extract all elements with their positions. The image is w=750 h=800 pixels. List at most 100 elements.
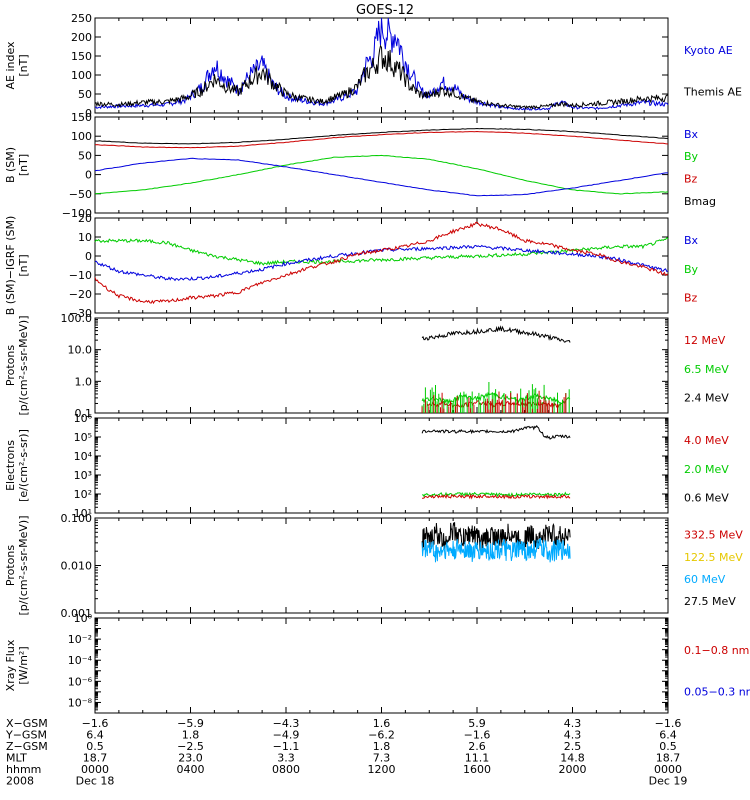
- series-bz: [94, 130, 669, 149]
- legend-4-0-mev: 4.0 MeV: [684, 434, 729, 447]
- y-tick-label: 10.0: [68, 344, 93, 357]
- panel-b-igrf: −30 −20 −10 0 10 20 B (SM)−IGRF (SM) [nT] Bx By Bz: [4, 212, 699, 320]
- series-themis-ae: [94, 44, 669, 110]
- axis-row-value: −5.9: [177, 717, 204, 730]
- panel-b-sm: −100 −50 0 50 100 150 B (SM) [nT] Bx By Bz Bmag: [4, 111, 716, 220]
- legend-2-4-mev: 2.4 MeV: [684, 392, 729, 405]
- y-tick-label: 10¹: [74, 507, 92, 520]
- y-tick-label: 50: [78, 149, 92, 162]
- axis-row-value: 1.6: [373, 717, 391, 730]
- y-axis-label: [nT]: [17, 154, 30, 176]
- axis-row-value: −1.1: [273, 740, 300, 753]
- axis-row-value: −1.6: [464, 729, 491, 742]
- series-spikes-12-mev: [421, 390, 567, 413]
- axis-row-value: 5.9: [468, 717, 486, 730]
- axis-row-value: 0000: [81, 763, 109, 776]
- panel-xray: 10⁻⁸ 10⁻⁶ 10⁻⁴ 10⁻² 10⁰ Xray Flux [W/m²] 0.1−0.…: [4, 612, 750, 714]
- axis-row-value: 0400: [177, 763, 205, 776]
- axis-row-value: −6.2: [368, 729, 395, 742]
- axis-row-label: MLT: [6, 752, 27, 765]
- y-tick-label: 200: [71, 31, 92, 44]
- axis-row-label: Y−GSM: [5, 729, 47, 742]
- legend-kyoto-ae: Kyoto AE: [684, 44, 733, 57]
- axis-row-value: 18.7: [656, 752, 681, 765]
- y-tick-label: 10⁻⁸: [68, 696, 93, 709]
- axis-row-value: −1.6: [82, 717, 109, 730]
- series-0-6-mev: [421, 425, 571, 440]
- y-axis-label: B (SM)−IGRF (SM): [4, 216, 17, 316]
- legend-0-1-0-8-nm: 0.1−0.8 nm: [684, 644, 749, 657]
- y-axis-label: Electrons: [4, 440, 17, 491]
- axis-row-value: 11.1: [465, 752, 490, 765]
- axis-row-value: 2.6: [468, 740, 486, 753]
- axis-row-value: 0800: [272, 763, 300, 776]
- legend-by: By: [684, 263, 699, 276]
- y-tick-label: 150: [71, 50, 92, 63]
- y-tick-label: 10²: [74, 488, 92, 501]
- axis-row-value: 4.3: [564, 717, 582, 730]
- legend-122-5-mev: 122.5 MeV: [684, 551, 743, 564]
- y-axis-label: [p/(cm²-s-sr-MeV)]: [17, 516, 30, 616]
- axis-row-value: 18.7: [83, 752, 108, 765]
- legend-themis-ae: Themis AE: [683, 85, 742, 98]
- series-60-mev: [421, 537, 571, 563]
- y-tick-label: 10⁻²: [68, 633, 92, 646]
- legend-60-mev: 60 MeV: [684, 573, 726, 586]
- axis-row-value: 0.5: [659, 740, 677, 753]
- series-bmag: [94, 127, 668, 145]
- y-axis-label: AE index: [4, 41, 17, 90]
- y-axis-label: Xray Flux: [4, 639, 17, 691]
- series-bx: [94, 157, 668, 197]
- legend-bmag: Bmag: [684, 195, 716, 208]
- axis-row-value: −4.9: [273, 729, 300, 742]
- axis-row-label: hhmm: [6, 763, 41, 776]
- panel-protons-hev: 0.001 0.010 0.100 Protons [p/(cm²-s-sr-MeV)]…: [4, 512, 743, 620]
- axis-row-label: X−GSM: [6, 717, 48, 730]
- axis-row-value: 4.3: [564, 729, 582, 742]
- y-tick-label: 50: [78, 88, 92, 101]
- y-tick-label: 0: [85, 169, 92, 182]
- y-axis-label: [e/(cm²-s-sr)]: [17, 429, 30, 502]
- axis-row-value: 1200: [368, 763, 396, 776]
- y-tick-label: −100: [62, 207, 92, 220]
- y-tick-label: 0.1: [75, 407, 93, 420]
- series-4-0-mev: [421, 493, 571, 500]
- axis-row-value: 1.8: [373, 740, 391, 753]
- axis-row-label: 2008: [6, 775, 34, 788]
- y-tick-label: −50: [69, 188, 92, 201]
- axis-row-label: Z−GSM: [6, 740, 48, 753]
- axis-row-value: 2000: [559, 763, 587, 776]
- legend-12-mev: 12 MeV: [684, 334, 726, 347]
- y-tick-label: 20: [78, 212, 92, 225]
- legend-bz: Bz: [684, 292, 698, 305]
- y-tick-label: 100: [71, 130, 92, 143]
- legend-6-5-mev: 6.5 MeV: [684, 363, 729, 376]
- y-tick-label: 100.0: [61, 312, 93, 325]
- axis-row-value: 23.0: [178, 752, 203, 765]
- legend-bz: Bz: [684, 173, 698, 186]
- axis-row-value: −1.6: [655, 717, 682, 730]
- legend-bx: Bx: [684, 234, 699, 247]
- axis-row-value: 3.3: [277, 752, 295, 765]
- y-tick-label: 150: [71, 111, 92, 124]
- panel-electrons: 10¹ 10² 10³ 10⁴ 10⁵ 10⁶ Electrons [e/(cm²-s-sr)…: [4, 412, 729, 520]
- axis-row-value: 2.5: [564, 740, 582, 753]
- legend-0-6-mev: 0.6 MeV: [684, 492, 729, 505]
- y-axis-label: [nT]: [17, 254, 30, 276]
- y-tick-label: 0.010: [61, 560, 93, 573]
- y-tick-label: 10⁵: [74, 431, 92, 444]
- y-axis-label: [nT]: [17, 54, 30, 76]
- y-tick-label: 0: [85, 107, 92, 120]
- y-tick-label: 10⁻⁴: [68, 654, 93, 667]
- y-axis-label: Protons: [4, 545, 17, 586]
- axis-row-value: 1600: [463, 763, 491, 776]
- axis-row-value: Dec 18: [76, 775, 115, 788]
- axis-row-value: 14.8: [560, 752, 585, 765]
- axis-row-value: −4.3: [273, 717, 300, 730]
- y-tick-label: −10: [69, 269, 92, 282]
- y-tick-label: 10³: [74, 469, 92, 482]
- y-axis-label: B (SM): [4, 147, 17, 183]
- legend-27-5-mev: 27.5 MeV: [684, 595, 736, 608]
- y-tick-label: 10⁶: [74, 412, 93, 425]
